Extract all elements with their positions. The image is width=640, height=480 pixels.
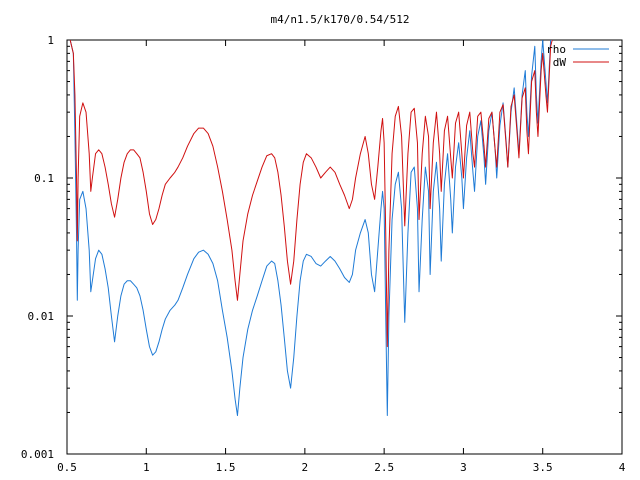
legend-label-rho: rho [546, 43, 566, 56]
x-tick-label: 2 [302, 461, 309, 474]
x-tick-label: 4 [619, 461, 626, 474]
x-tick-label: 0.5 [57, 461, 77, 474]
plot-frame [66, 39, 623, 455]
series-lines [69, 40, 553, 417]
x-tick-label: 3 [460, 461, 467, 474]
y-tick-label: 0.1 [34, 172, 54, 185]
series-line-dw [69, 40, 553, 348]
series-line-rho [69, 40, 553, 417]
x-tick-label: 2.5 [374, 461, 394, 474]
y-tick-label: 0.01 [28, 310, 55, 323]
axis-ticks: 0.5 1 1.5 2 2.5 3 3.5 4 1 0.1 0.01 0.001 [21, 34, 626, 474]
y-tick-label: 0.001 [21, 448, 54, 461]
chart-title: m4/n1.5/k170/0.54/512 [270, 13, 409, 26]
x-tick-label: 1.5 [216, 461, 236, 474]
x-tick-label: 1 [143, 461, 150, 474]
legend-label-dw: dW [553, 56, 567, 69]
y-tick-label: 1 [47, 34, 54, 47]
x-tick-label: 3.5 [533, 461, 553, 474]
